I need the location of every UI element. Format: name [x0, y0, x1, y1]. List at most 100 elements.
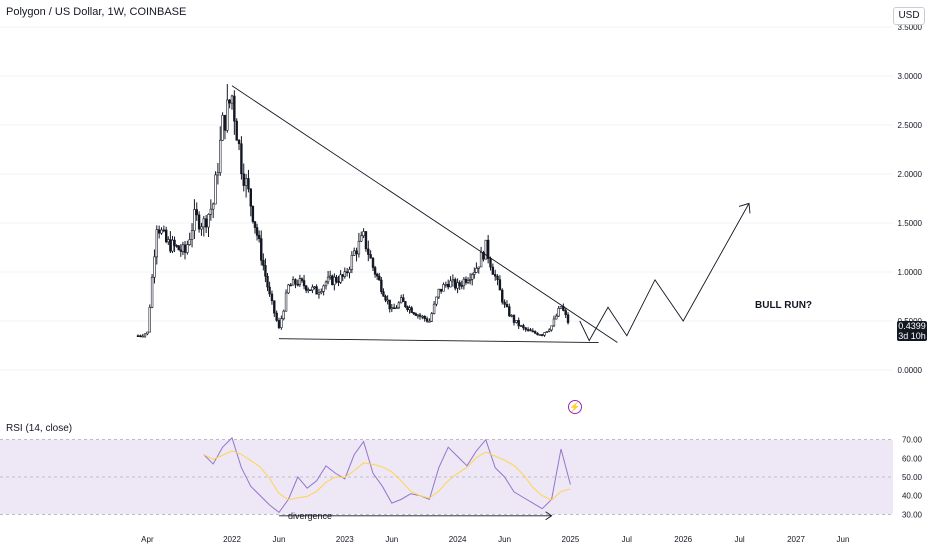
candle-body [489, 258, 492, 268]
candle [526, 327, 530, 332]
candle [386, 295, 389, 305]
candle-body [335, 276, 338, 282]
candle-body [369, 254, 372, 259]
lightning-icon[interactable]: ⚡ [568, 400, 582, 414]
candle-body [362, 231, 365, 237]
candle-body [526, 329, 530, 331]
currency-selector[interactable]: USD [893, 7, 925, 25]
candle-body [289, 284, 292, 287]
candle-body [350, 254, 354, 270]
candle [458, 280, 461, 291]
candle-body [186, 244, 189, 253]
candle-body [311, 286, 314, 291]
last-price-value: 0.4399 [898, 321, 926, 331]
candle [160, 227, 163, 235]
candle-body [418, 314, 422, 317]
last-price-countdown: 3d 10h [898, 331, 926, 341]
candle [179, 244, 183, 257]
candle-body [384, 295, 387, 301]
candle-body [410, 307, 413, 313]
candle [517, 317, 520, 329]
candle [193, 199, 196, 240]
candle [428, 318, 431, 323]
candle-body [240, 143, 243, 175]
candle [291, 276, 295, 286]
candle [228, 99, 231, 109]
candle [380, 277, 383, 295]
y-tick-label: 1.0000 [898, 268, 923, 277]
candle [384, 294, 387, 303]
candle-body [386, 299, 389, 302]
candle [437, 288, 440, 300]
candle-body [322, 285, 325, 292]
candle-body [262, 260, 265, 266]
candle-body [253, 221, 257, 228]
candle-body [390, 307, 393, 310]
candle-body [181, 244, 185, 252]
candle-body [167, 239, 170, 243]
candle [214, 171, 217, 205]
candle-body [223, 114, 227, 131]
candle [512, 314, 516, 326]
candle [364, 231, 368, 252]
candle-body [339, 274, 342, 283]
candle [251, 205, 255, 224]
candle-body [505, 304, 509, 307]
candle-body [228, 99, 231, 104]
candle-body [333, 276, 336, 285]
y-tick-label: 2.0000 [898, 170, 923, 179]
candle [484, 239, 487, 260]
candle-body [242, 173, 245, 186]
candle [557, 306, 560, 318]
candle-body [296, 283, 299, 286]
candle [197, 211, 201, 233]
candle [552, 315, 556, 328]
candle [491, 263, 495, 275]
x-tick-label: 2025 [562, 535, 580, 544]
candle [550, 325, 553, 332]
candle-body [345, 271, 349, 274]
candle-body [397, 302, 401, 309]
candle [219, 126, 222, 176]
candle-body [177, 245, 180, 251]
candle-body [188, 239, 191, 245]
candle [355, 247, 358, 262]
candle-body [141, 335, 144, 338]
chart-title: Polygon / US Dollar, 1W, COINBASE [6, 6, 187, 18]
candle [157, 225, 161, 239]
candle [489, 256, 492, 271]
candle [153, 249, 156, 284]
candle-body [388, 299, 391, 310]
x-tick-label: Jun [837, 535, 850, 544]
candle-body [155, 229, 158, 258]
candle [519, 324, 523, 327]
divergence-arrowhead [545, 511, 553, 521]
x-tick-label: 2023 [336, 535, 354, 544]
candle-body [139, 335, 142, 338]
candle-body [566, 314, 570, 323]
candle [367, 240, 370, 262]
candle-body [375, 273, 379, 277]
candle-body [337, 281, 340, 283]
candle [282, 309, 285, 321]
candle [173, 236, 176, 253]
candle-body [437, 288, 440, 298]
candle [538, 334, 542, 336]
candle [317, 288, 321, 299]
candle [442, 282, 445, 292]
candle-body [204, 218, 208, 228]
candle-body [235, 120, 238, 141]
candle [410, 306, 413, 313]
candle-body [268, 286, 271, 295]
candle-body [456, 282, 459, 289]
x-tick-label: Jun [498, 535, 511, 544]
candle [421, 314, 424, 320]
candle-body [493, 274, 497, 277]
candle-body [207, 214, 210, 228]
candle-body [190, 230, 194, 240]
candle [345, 267, 349, 277]
candle [207, 213, 210, 237]
candle-body [373, 267, 377, 275]
candle [418, 313, 422, 320]
